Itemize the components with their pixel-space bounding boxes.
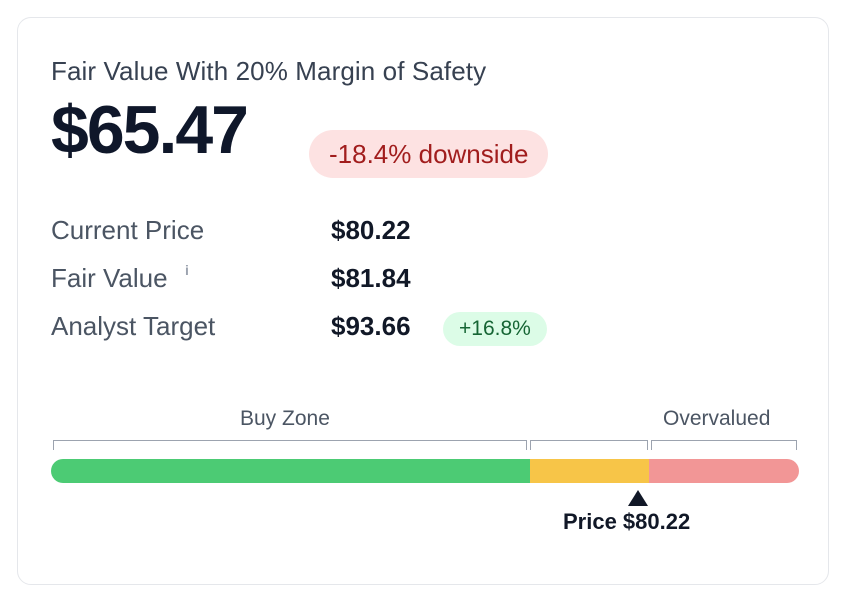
info-icon[interactable]: i	[185, 262, 189, 278]
buy-zone-bracket	[53, 440, 527, 450]
analyst-target-label: Analyst Target	[51, 311, 216, 341]
analyst-target-upside-badge: +16.8%	[443, 312, 547, 346]
downside-badge: -18.4% downside	[309, 130, 549, 178]
card-title: Fair Value With 20% Margin of Safety	[51, 56, 487, 86]
price-marker-label: Price $80.22	[563, 509, 691, 534]
price-marker-icon	[628, 490, 648, 506]
current-price-value: $80.22	[331, 215, 411, 245]
valuation-bar	[51, 459, 799, 483]
overvalued-label: Overvalued	[663, 407, 771, 430]
fair-value-label: Fair Value	[51, 263, 168, 293]
bar-segment-overvalued	[649, 459, 799, 483]
bar-segment-fair	[529, 459, 650, 483]
fair-value-mos-amount: $65.47	[51, 92, 249, 168]
fair-value-card: Fair Value With 20% Margin of Safety $65…	[17, 17, 829, 585]
overvalued-zone-bracket	[651, 440, 797, 450]
buy-zone-label: Buy Zone	[240, 407, 330, 430]
fair-zone-bracket	[530, 440, 648, 450]
bar-segment-buy	[51, 459, 530, 483]
analyst-target-value: $93.66	[331, 311, 411, 341]
fair-value-value: $81.84	[331, 263, 411, 293]
current-price-label: Current Price	[51, 215, 205, 245]
